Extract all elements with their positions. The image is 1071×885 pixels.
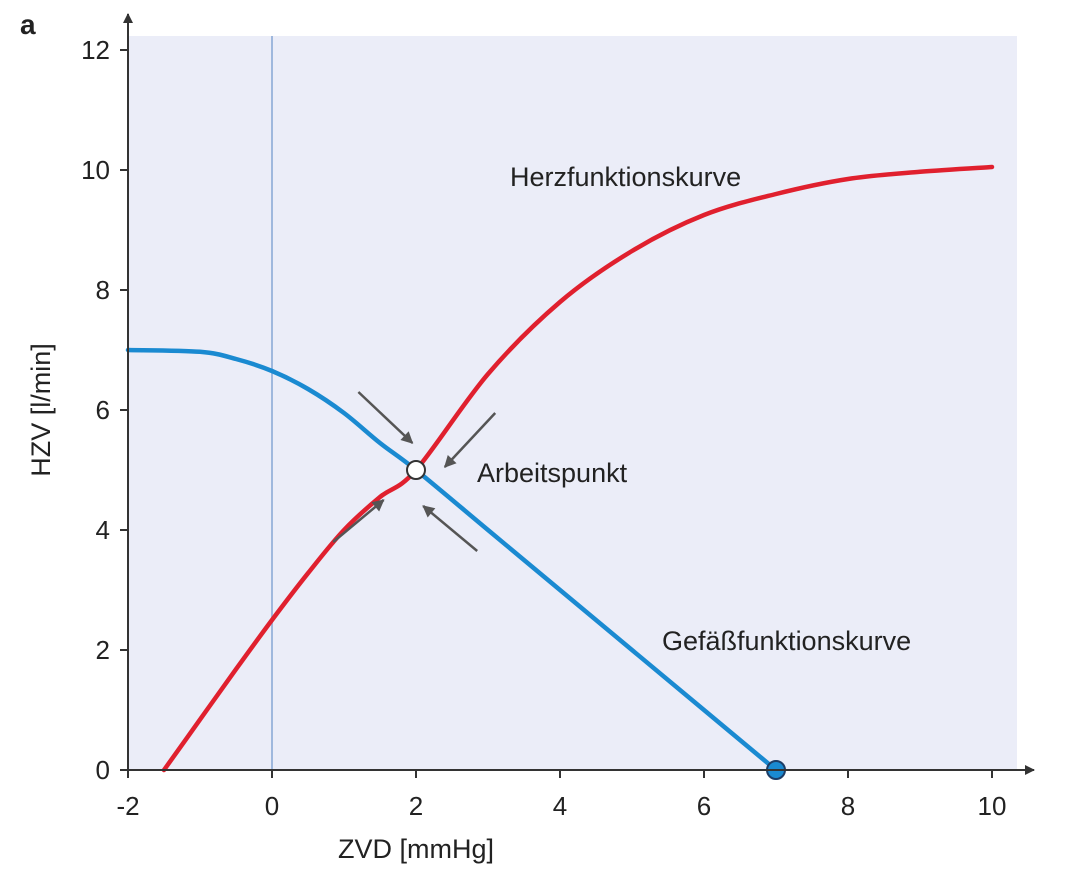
x-tick-label: 4 [553, 791, 567, 821]
y-tick-label: 6 [96, 395, 110, 425]
marker-arbeitspunkt [406, 460, 426, 480]
y-tick-label: 4 [96, 515, 110, 545]
equilibrium-arrow [443, 412, 497, 468]
y-ticks: 0 2 4 6 8 10 12 [81, 35, 128, 785]
x-ticks: -2 0 2 4 6 8 10 [116, 770, 1006, 821]
equilibrium-arrow [422, 505, 479, 552]
y-tick-label: 10 [81, 155, 110, 185]
annotation-arbeitspunkt: Arbeitspunkt [477, 458, 628, 488]
series-line-gefaessfunktionskurve [125, 347, 779, 773]
y-tick-label: 8 [96, 275, 110, 305]
x-tick-label: 6 [697, 791, 711, 821]
equilibrium-arrow [357, 391, 414, 444]
x-tick-label: 8 [841, 791, 855, 821]
series-label-gefaessfunktionskurve: Gefäßfunktionskurve [662, 626, 911, 656]
x-tick-label: 10 [978, 791, 1007, 821]
x-axis-label: ZVD [mmHg] [338, 834, 494, 864]
series-line-herzfunktionskurve [161, 164, 995, 773]
y-tick-label: 2 [96, 635, 110, 665]
series-label-herzfunktionskurve: Herzfunktionskurve [510, 162, 741, 192]
arrow-layer [332, 391, 497, 552]
x-tick-label: -2 [116, 791, 139, 821]
series-layer [125, 164, 995, 773]
panel-label: a [20, 9, 36, 40]
y-tick-label: 0 [96, 755, 110, 785]
x-tick-label: 2 [409, 791, 423, 821]
plot-background [128, 36, 1017, 770]
x-tick-label: 0 [265, 791, 279, 821]
y-axis-label: HZV [l/min] [26, 343, 56, 477]
equilibrium-arrow [332, 499, 385, 543]
y-tick-label: 12 [81, 35, 110, 65]
